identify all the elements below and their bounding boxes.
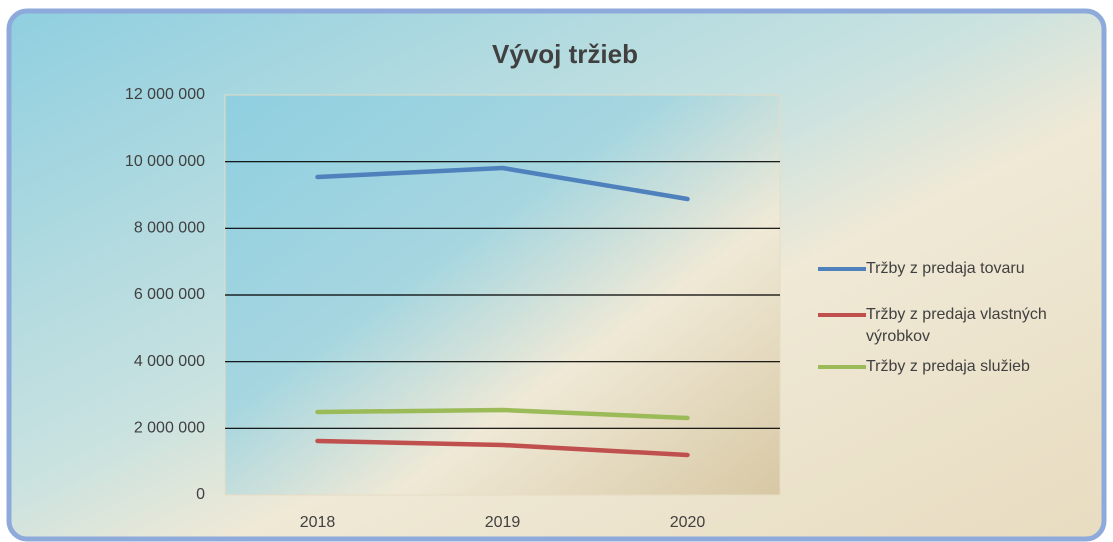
y-tick-label: 2 000 000 bbox=[134, 420, 205, 437]
legend-label: Tržby z predaja služieb bbox=[866, 358, 1030, 375]
chart-title: Vývoj tržieb bbox=[492, 39, 638, 69]
legend-swatch bbox=[818, 313, 866, 317]
y-tick-label: 0 bbox=[196, 486, 205, 503]
x-tick-label: 2018 bbox=[300, 514, 336, 531]
legend-item: Tržby z predaja tovaru bbox=[818, 258, 1086, 280]
series-line bbox=[315, 165, 690, 202]
x-tick-label: 2019 bbox=[485, 514, 521, 531]
legend-swatch bbox=[818, 365, 866, 369]
legend-label: Tržby z predaja vlastných výrobkov bbox=[866, 306, 1047, 345]
y-tick-label: 10 000 000 bbox=[125, 153, 205, 170]
x-tick-label: 2020 bbox=[670, 514, 706, 531]
y-tick-label: 6 000 000 bbox=[134, 286, 205, 303]
legend-label: Tržby z predaja tovaru bbox=[866, 260, 1025, 277]
legend-item: Tržby z predaja vlastných výrobkov bbox=[818, 304, 1086, 348]
series-line bbox=[315, 407, 690, 421]
series-line bbox=[315, 438, 690, 458]
legend-swatch bbox=[818, 267, 866, 271]
legend-item: Tržby z predaja služieb bbox=[818, 356, 1086, 378]
y-tick-label: 4 000 000 bbox=[134, 353, 205, 370]
y-tick-label: 8 000 000 bbox=[134, 220, 205, 237]
y-tick-label: 12 000 000 bbox=[125, 86, 205, 103]
